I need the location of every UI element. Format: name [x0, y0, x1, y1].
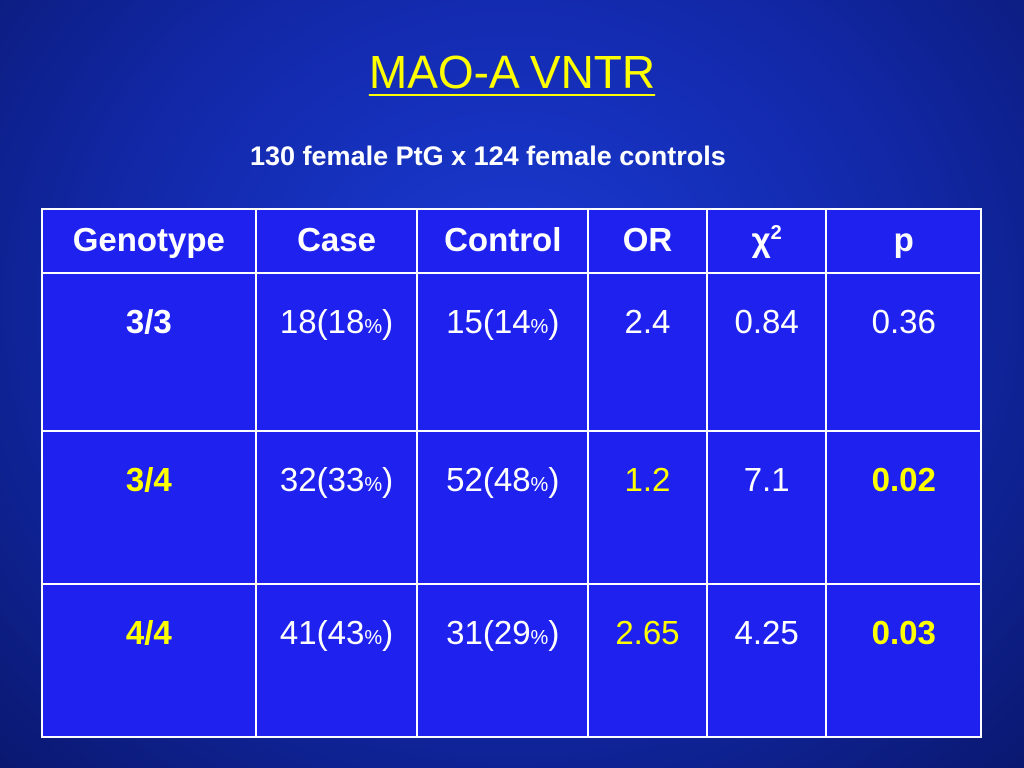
table-row: 3/4 32(33%) 52(48%) 1.2 7.1 0.02	[41, 430, 982, 585]
cell-case: 18(18%)	[254, 272, 419, 432]
percent-sign: %	[364, 316, 383, 338]
cell-p: 0.02	[825, 430, 982, 585]
cell-control: 52(48%)	[416, 430, 590, 585]
cell-or: 1.2	[587, 430, 708, 585]
cell-genotype: 3/4	[41, 430, 257, 585]
close-paren: )	[382, 303, 394, 340]
table-row: 3/3 18(18%) 15(14%) 2.4 0.84 0.36	[41, 272, 982, 432]
control-count: 52(48	[446, 461, 531, 498]
genotype-table: Genotype Case Control OR χ2 p 3/3 18(18%…	[41, 208, 982, 738]
cell-p: 0.36	[825, 272, 982, 432]
close-paren: )	[548, 303, 560, 340]
header-chi-square: χ2	[705, 208, 828, 274]
cell-or: 2.4	[587, 272, 708, 432]
cell-case: 41(43%)	[254, 583, 419, 738]
header-p: p	[825, 208, 982, 274]
close-paren: )	[382, 461, 394, 498]
percent-sign: %	[530, 474, 549, 496]
close-paren: )	[382, 614, 394, 651]
cell-genotype: 4/4	[41, 583, 257, 738]
table-row: 4/4 41(43%) 31(29%) 2.65 4.25 0.03	[41, 583, 982, 738]
case-count: 32(33	[279, 461, 365, 498]
header-control: Control	[416, 208, 590, 274]
cell-chi-square: 7.1	[705, 430, 828, 585]
case-count: 18(18	[279, 303, 365, 340]
cell-control: 31(29%)	[416, 583, 590, 738]
cell-chi-square: 4.25	[705, 583, 828, 738]
cell-case: 32(33%)	[254, 430, 419, 585]
header-or: OR	[587, 208, 708, 274]
close-paren: )	[548, 461, 560, 498]
cell-p: 0.03	[825, 583, 982, 738]
cell-or: 2.65	[587, 583, 708, 738]
slide-subtitle: 130 female PtG x 124 female controls	[250, 141, 726, 171]
chi-symbol: χ	[751, 221, 771, 258]
slide-title: MAO-A VNTR	[368, 46, 656, 98]
control-count: 31(29	[446, 614, 531, 651]
cell-control: 15(14%)	[416, 272, 590, 432]
close-paren: )	[548, 614, 560, 651]
chi-superscript: 2	[770, 222, 782, 244]
case-count: 41(43	[279, 614, 365, 651]
header-case: Case	[254, 208, 419, 274]
header-genotype: Genotype	[41, 208, 257, 274]
table-header-row: Genotype Case Control OR χ2 p	[41, 208, 982, 274]
percent-sign: %	[364, 627, 383, 649]
percent-sign: %	[530, 316, 549, 338]
cell-chi-square: 0.84	[705, 272, 828, 432]
percent-sign: %	[364, 474, 383, 496]
percent-sign: %	[530, 627, 549, 649]
control-count: 15(14	[446, 303, 531, 340]
cell-genotype: 3/3	[41, 272, 257, 432]
